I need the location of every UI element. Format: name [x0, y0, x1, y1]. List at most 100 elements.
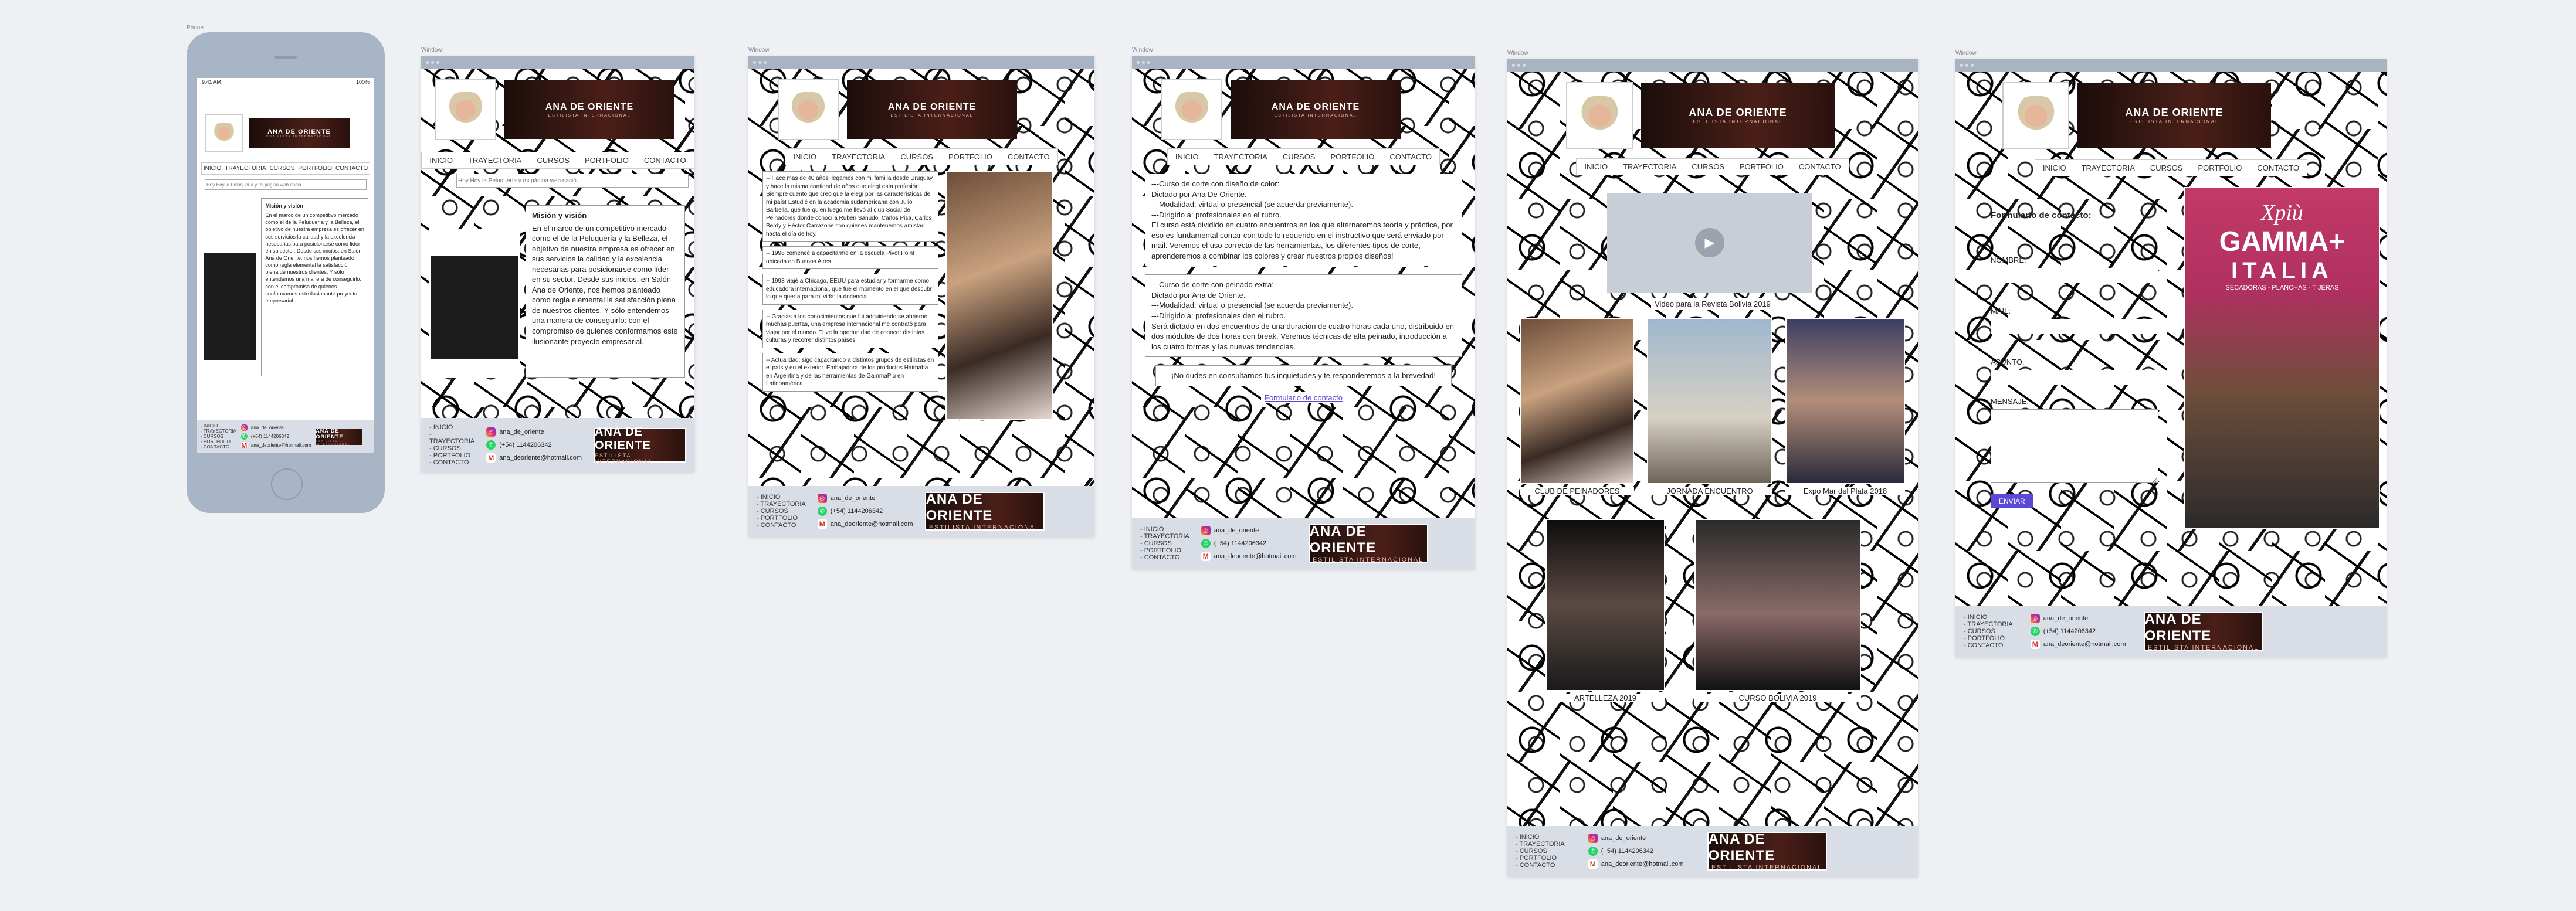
- gallery-photo[interactable]: [1545, 519, 1665, 691]
- footer-instagram[interactable]: ana_de_oriente: [250, 425, 284, 430]
- footer-link-inicio[interactable]: INICIO: [1516, 834, 1565, 841]
- footer-link-trayectoria[interactable]: TRAYECTORIA: [1516, 841, 1565, 848]
- whatsapp-icon[interactable]: ✆: [1588, 847, 1598, 856]
- footer-link-cursos[interactable]: CURSOS: [429, 445, 474, 452]
- footer-link-inicio[interactable]: INICIO: [757, 494, 806, 501]
- nav-contacto[interactable]: CONTACTO: [1007, 152, 1050, 161]
- nav-cursos[interactable]: CURSOS: [900, 152, 933, 161]
- nav-cursos[interactable]: CURSOS: [269, 165, 295, 172]
- footer-email[interactable]: ana_deoriente@hotmail.com: [250, 443, 311, 448]
- footer-instagram[interactable]: ana_de_oriente: [1601, 835, 1646, 842]
- mail-input[interactable]: [1991, 319, 2158, 334]
- nav-portfolio[interactable]: PORTFOLIO: [1739, 162, 1784, 171]
- instagram-icon[interactable]: ◎: [1588, 834, 1598, 843]
- footer-link-trayectoria[interactable]: TRAYECTORIA: [429, 431, 474, 445]
- footer-instagram[interactable]: ana_de_oriente: [499, 429, 544, 436]
- whatsapp-icon[interactable]: ✆: [486, 440, 496, 450]
- nav-trayectoria[interactable]: TRAYECTORIA: [225, 165, 266, 172]
- footer-whatsapp[interactable]: (+54) 1144206342: [1601, 848, 1654, 855]
- enviar-button[interactable]: ENVIAR: [1991, 494, 2033, 508]
- footer-email[interactable]: ana_deoriente@hotmail.com: [1601, 861, 1684, 868]
- nav-inicio[interactable]: INICIO: [1175, 152, 1199, 161]
- whatsapp-icon[interactable]: ✆: [2030, 627, 2040, 636]
- footer-link-contacto[interactable]: CONTACTO: [1516, 862, 1565, 869]
- nav-portfolio[interactable]: PORTFOLIO: [1330, 152, 1375, 161]
- nav-contacto[interactable]: CONTACTO: [1798, 162, 1841, 171]
- nav-inicio[interactable]: INICIO: [203, 165, 222, 172]
- footer-link-trayectoria[interactable]: TRAYECTORIA: [1140, 533, 1189, 540]
- footer-link-trayectoria[interactable]: TRAYECTORIA: [757, 501, 806, 508]
- footer-link-contacto[interactable]: CONTACTO: [1140, 554, 1189, 561]
- footer-link-cursos[interactable]: CURSOS: [1964, 628, 2013, 635]
- footer-email[interactable]: ana_deoriente@hotmail.com: [499, 454, 582, 461]
- footer-link-cursos[interactable]: CURSOS: [1516, 848, 1565, 855]
- instagram-icon[interactable]: ◎: [2030, 614, 2040, 623]
- nav-cursos[interactable]: CURSOS: [537, 156, 570, 165]
- footer-link-portfolio[interactable]: PORTFOLIO: [429, 452, 474, 459]
- nav-portfolio[interactable]: PORTFOLIO: [298, 165, 332, 172]
- nav-contacto[interactable]: CONTACTO: [335, 165, 368, 172]
- footer-instagram[interactable]: ana_de_oriente: [830, 495, 876, 502]
- footer-link-portfolio[interactable]: PORTFOLIO: [1964, 635, 2013, 642]
- whatsapp-icon[interactable]: ✆: [240, 433, 248, 440]
- gallery-photo[interactable]: [1694, 519, 1861, 691]
- footer-link-portfolio[interactable]: PORTFOLIO: [201, 439, 236, 444]
- nav-trayectoria[interactable]: TRAYECTORIA: [1623, 162, 1677, 171]
- nav-trayectoria[interactable]: TRAYECTORIA: [468, 156, 522, 165]
- footer-instagram[interactable]: ana_de_oriente: [2043, 615, 2089, 622]
- nav-contacto[interactable]: CONTACTO: [643, 156, 686, 165]
- footer-link-inicio[interactable]: INICIO: [201, 423, 236, 429]
- nombre-input[interactable]: [1991, 268, 2158, 283]
- footer-link-portfolio[interactable]: PORTFOLIO: [1140, 547, 1189, 554]
- footer-link-inicio[interactable]: INICIO: [1964, 614, 2013, 621]
- instagram-icon[interactable]: ◎: [486, 427, 496, 437]
- play-icon[interactable]: ▶: [1695, 228, 1724, 257]
- video-player[interactable]: ▶: [1607, 193, 1812, 293]
- footer-link-portfolio[interactable]: PORTFOLIO: [757, 515, 806, 522]
- gmail-icon[interactable]: M: [240, 441, 248, 450]
- instagram-icon[interactable]: ◎: [1201, 526, 1211, 535]
- nav-inicio[interactable]: INICIO: [1584, 162, 1608, 171]
- footer-link-cursos[interactable]: CURSOS: [201, 434, 236, 439]
- nav-portfolio[interactable]: PORTFOLIO: [584, 156, 629, 165]
- footer-link-trayectoria[interactable]: TRAYECTORIA: [1964, 621, 2013, 628]
- footer-instagram[interactable]: ana_de_oriente: [1214, 527, 1259, 534]
- gmail-icon[interactable]: M: [1201, 552, 1211, 561]
- footer-email[interactable]: ana_deoriente@hotmail.com: [830, 521, 913, 528]
- nav-portfolio[interactable]: PORTFOLIO: [948, 152, 992, 161]
- gmail-icon[interactable]: M: [1588, 859, 1598, 869]
- footer-link-trayectoria[interactable]: TRAYECTORIA: [201, 429, 236, 434]
- nav-contacto[interactable]: CONTACTO: [2257, 164, 2300, 172]
- footer-link-cursos[interactable]: CURSOS: [1140, 540, 1189, 547]
- nav-trayectoria[interactable]: TRAYECTORIA: [2081, 164, 2135, 172]
- footer-link-contacto[interactable]: CONTACTO: [1964, 642, 2013, 649]
- nav-trayectoria[interactable]: TRAYECTORIA: [832, 152, 886, 161]
- footer-link-portfolio[interactable]: PORTFOLIO: [1516, 855, 1565, 862]
- gallery-photo[interactable]: [1647, 318, 1772, 484]
- instagram-icon[interactable]: ◎: [817, 494, 827, 503]
- footer-link-cursos[interactable]: CURSOS: [757, 508, 806, 515]
- gallery-photo[interactable]: [1520, 318, 1634, 484]
- footer-email[interactable]: ana_deoriente@hotmail.com: [1214, 553, 1297, 560]
- nav-cursos[interactable]: CURSOS: [1692, 162, 1724, 171]
- footer-link-inicio[interactable]: INICIO: [429, 424, 474, 431]
- instagram-icon[interactable]: ◎: [240, 424, 248, 431]
- footer-link-contacto[interactable]: CONTACTO: [429, 459, 474, 466]
- gmail-icon[interactable]: M: [2030, 640, 2040, 649]
- search-input[interactable]: [456, 174, 689, 188]
- gmail-icon[interactable]: M: [817, 519, 827, 529]
- footer-whatsapp[interactable]: (+54) 1144206342: [1214, 540, 1267, 547]
- phone-home-button[interactable]: [271, 468, 303, 500]
- footer-whatsapp[interactable]: (+54) 1144206342: [2043, 628, 2096, 635]
- nav-inicio[interactable]: INICIO: [2042, 164, 2066, 172]
- footer-whatsapp[interactable]: (+54) 1144206342: [830, 508, 883, 515]
- footer-link-contacto[interactable]: CONTACTO: [757, 522, 806, 529]
- gallery-photo[interactable]: [1785, 318, 1905, 484]
- mensaje-textarea[interactable]: [1991, 409, 2158, 483]
- search-input[interactable]: [205, 179, 367, 190]
- footer-whatsapp[interactable]: (+54) 1144206342: [499, 441, 552, 448]
- footer-email[interactable]: ana_deoriente@hotmail.com: [2043, 641, 2126, 648]
- nav-trayectoria[interactable]: TRAYECTORIA: [1214, 152, 1267, 161]
- contact-form-link[interactable]: Formulario de contacto: [1261, 392, 1346, 403]
- nav-cursos[interactable]: CURSOS: [1282, 152, 1316, 161]
